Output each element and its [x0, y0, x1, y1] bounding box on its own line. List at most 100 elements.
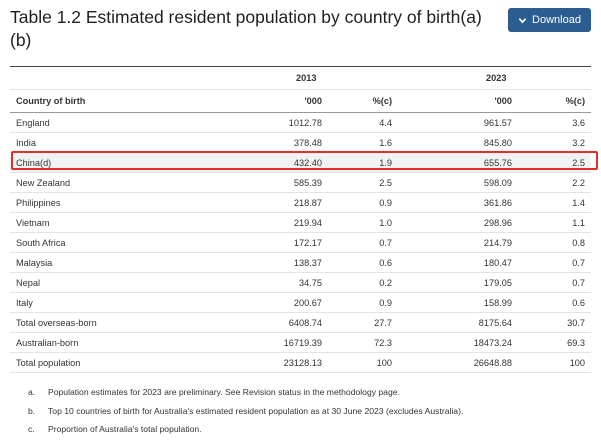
value-cell: 0.6: [518, 292, 592, 313]
country-cell: Vietnam: [10, 212, 206, 233]
value-cell: 1.4: [518, 192, 592, 213]
value-cell: 3.2: [518, 132, 592, 153]
value-cell: 0.9: [328, 292, 399, 313]
value-cell: 2.5: [518, 152, 592, 173]
value-cell: 1.1: [518, 212, 592, 233]
population-table-container: 2013 2023 Country of birth '000 %(c) '00…: [10, 66, 598, 373]
country-cell: Italy: [10, 292, 206, 313]
column-header: %(c): [518, 89, 592, 113]
value-cell: 1.6: [328, 132, 399, 153]
value-cell: 100: [328, 352, 399, 373]
country-cell: China(d): [10, 152, 206, 173]
year-spacer: [10, 66, 206, 90]
value-cell: 655.76: [398, 152, 519, 173]
value-cell: 1.9: [328, 152, 399, 173]
value-cell: 100: [518, 352, 592, 373]
value-cell: 26648.88: [398, 352, 519, 373]
country-cell: England: [10, 112, 206, 133]
footnote: a. Population estimates for 2023 are pre…: [28, 383, 463, 402]
chevron-down-icon: [518, 16, 527, 25]
year-header-2013: 2013: [206, 66, 399, 90]
value-cell: 27.7: [328, 312, 399, 333]
column-header: '000: [206, 89, 328, 113]
country-cell: Australian-born: [10, 332, 206, 353]
value-cell: 138.37: [206, 252, 328, 273]
value-cell: 585.39: [206, 172, 328, 193]
value-cell: 179.05: [398, 272, 519, 293]
population-table: 2013 2023 Country of birth '000 %(c) '00…: [10, 66, 592, 373]
value-cell: 23128.13: [206, 352, 328, 373]
value-cell: 0.7: [328, 232, 399, 253]
country-cell: India: [10, 132, 206, 153]
value-cell: 2.5: [328, 172, 399, 193]
download-button[interactable]: Download: [508, 8, 591, 32]
country-cell: Malaysia: [10, 252, 206, 273]
value-cell: 0.6: [328, 252, 399, 273]
footnotes: a. Population estimates for 2023 are pre…: [28, 383, 463, 439]
footnote: b. Top 10 countries of birth for Austral…: [28, 402, 463, 421]
country-cell: Philippines: [10, 192, 206, 213]
column-header: Country of birth: [10, 89, 206, 113]
country-cell: New Zealand: [10, 172, 206, 193]
table-row: South Africa 172.17 0.7 214.79 0.8: [10, 232, 592, 253]
value-cell: 218.87: [206, 192, 328, 213]
table-row: Italy 200.67 0.9 158.99 0.6: [10, 292, 592, 313]
value-cell: 8175.64: [398, 312, 519, 333]
footnote: c. Proportion of Australia's total popul…: [28, 420, 463, 439]
value-cell: 378.48: [206, 132, 328, 153]
table-row: Malaysia 138.37 0.6 180.47 0.7: [10, 252, 592, 273]
value-cell: 200.67: [206, 292, 328, 313]
table-row: New Zealand 585.39 2.5 598.09 2.2: [10, 172, 592, 193]
value-cell: 214.79: [398, 232, 519, 253]
value-cell: 598.09: [398, 172, 519, 193]
footnote-marker: a.: [28, 387, 36, 398]
column-header-row: Country of birth '000 %(c) '000 %(c): [10, 89, 592, 113]
value-cell: 0.9: [328, 192, 399, 213]
value-cell: 845.80: [398, 132, 519, 153]
value-cell: 0.2: [328, 272, 399, 293]
table-row: Total population 23128.13 100 26648.88 100: [10, 352, 592, 373]
column-header: '000: [398, 89, 519, 113]
column-header: %(c): [328, 89, 399, 113]
value-cell: 0.7: [518, 252, 592, 273]
value-cell: 16719.39: [206, 332, 328, 353]
table-body: England 1012.78 4.4 961.57 3.6 India 378.48 1.6…: [10, 112, 592, 373]
table-row: China(d) 432.40 1.9 655.76 2.5: [10, 152, 592, 173]
value-cell: 1.0: [328, 212, 399, 233]
country-cell: Total overseas-born: [10, 312, 206, 333]
value-cell: 2.2: [518, 172, 592, 193]
footnote-marker: c.: [28, 424, 35, 435]
country-cell: Total population: [10, 352, 206, 373]
value-cell: 34.75: [206, 272, 328, 293]
table-row: Total overseas-born 6408.74 27.7 8175.64 30.…: [10, 312, 592, 333]
value-cell: 172.17: [206, 232, 328, 253]
footnote-marker: b.: [28, 405, 36, 416]
value-cell: 18473.24: [398, 332, 519, 353]
value-cell: 4.4: [328, 112, 399, 133]
value-cell: 69.3: [518, 332, 592, 353]
table-row: England 1012.78 4.4 961.57 3.6: [10, 112, 592, 133]
year-header-2023: 2023: [398, 66, 592, 90]
value-cell: 0.7: [518, 272, 592, 293]
download-label: Download: [532, 14, 581, 26]
value-cell: 0.8: [518, 232, 592, 253]
year-header-row: 2013 2023: [10, 66, 592, 90]
table-row: Vietnam 219.94 1.0 298.96 1.1: [10, 212, 592, 233]
footnote-text: Proportion of Australia's total populati…: [48, 424, 202, 435]
table-row: Philippines 218.87 0.9 361.86 1.4: [10, 192, 592, 213]
value-cell: 432.40: [206, 152, 328, 173]
table-row: Nepal 34.75 0.2 179.05 0.7: [10, 272, 592, 293]
value-cell: 158.99: [398, 292, 519, 313]
footnote-text: Population estimates for 2023 are prelim…: [48, 387, 400, 398]
footnote-text: Top 10 countries of birth for Australia'…: [48, 405, 464, 416]
value-cell: 72.3: [328, 332, 399, 353]
page-title: Table 1.2 Estimated resident population …: [10, 7, 482, 50]
country-cell: Nepal: [10, 272, 206, 293]
value-cell: 3.6: [518, 112, 592, 133]
value-cell: 298.96: [398, 212, 519, 233]
value-cell: 180.47: [398, 252, 519, 273]
table-row: India 378.48 1.6 845.80 3.2: [10, 132, 592, 153]
value-cell: 219.94: [206, 212, 328, 233]
table-row: Australian-born 16719.39 72.3 18473.24 69.3: [10, 332, 592, 353]
